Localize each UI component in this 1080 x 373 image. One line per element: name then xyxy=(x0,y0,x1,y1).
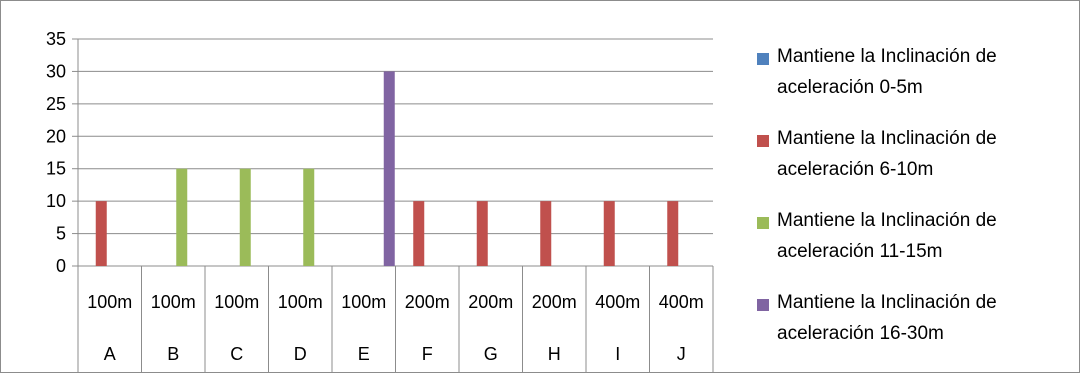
legend-item: Mantiene la Inclinación de aceleración 0… xyxy=(757,41,1075,123)
legend-label: Mantiene la Inclinación de aceleración 6… xyxy=(777,128,997,180)
category-label: J xyxy=(677,344,686,364)
legend-item: Mantiene la Inclinación de aceleración 1… xyxy=(757,287,1075,369)
category-label: C xyxy=(230,344,243,364)
legend-label: Mantiene la Inclinación de aceleración 1… xyxy=(777,210,997,262)
distance-label: 100m xyxy=(87,292,132,312)
category-label: E xyxy=(358,344,370,364)
category-label: G xyxy=(484,344,498,364)
y-tick-label: 30 xyxy=(46,61,66,81)
bar-A-series-1 xyxy=(95,201,107,266)
legend: Mantiene la Inclinación de aceleración 0… xyxy=(757,41,1075,369)
bar-J-series-1 xyxy=(667,201,679,266)
category-label: B xyxy=(167,344,179,364)
distance-label: 100m xyxy=(214,292,259,312)
category-label: H xyxy=(548,344,561,364)
y-tick-label: 10 xyxy=(46,191,66,211)
distance-label: 200m xyxy=(532,292,577,312)
distance-label: 100m xyxy=(278,292,323,312)
distance-label: 400m xyxy=(659,292,704,312)
legend-swatch xyxy=(757,299,769,311)
legend-label: Mantiene la Inclinación de aceleración 0… xyxy=(777,46,997,98)
y-tick-label: 20 xyxy=(46,126,66,146)
y-tick-label: 15 xyxy=(46,159,66,179)
category-label: D xyxy=(294,344,307,364)
bar-F-series-1 xyxy=(413,201,425,266)
y-tick-label: 25 xyxy=(46,94,66,114)
y-tick-label: 5 xyxy=(56,224,66,244)
bar-I-series-1 xyxy=(603,201,615,266)
distance-label: 200m xyxy=(468,292,513,312)
bar-D-series-2 xyxy=(303,168,315,266)
y-tick-label: 35 xyxy=(46,29,66,49)
bar-B-series-2 xyxy=(176,168,188,266)
distance-label: 100m xyxy=(341,292,386,312)
bar-H-series-1 xyxy=(540,201,552,266)
legend-item: Mantiene la Inclinación de aceleración 1… xyxy=(757,205,1075,287)
distance-label: 400m xyxy=(595,292,640,312)
distance-label: 100m xyxy=(151,292,196,312)
legend-item: Mantiene la Inclinación de aceleración 6… xyxy=(757,123,1075,205)
bar-E-series-3 xyxy=(383,71,395,266)
bar-G-series-1 xyxy=(476,201,488,266)
legend-swatch xyxy=(757,135,769,147)
distance-label: 200m xyxy=(405,292,450,312)
legend-label: Mantiene la Inclinación de aceleración 1… xyxy=(777,292,997,344)
legend-swatch xyxy=(757,53,769,65)
bar-C-series-2 xyxy=(239,168,251,266)
y-tick-label: 0 xyxy=(56,256,66,276)
category-label: F xyxy=(422,344,433,364)
category-label: A xyxy=(104,344,116,364)
legend-swatch xyxy=(757,217,769,229)
category-label: I xyxy=(615,344,620,364)
